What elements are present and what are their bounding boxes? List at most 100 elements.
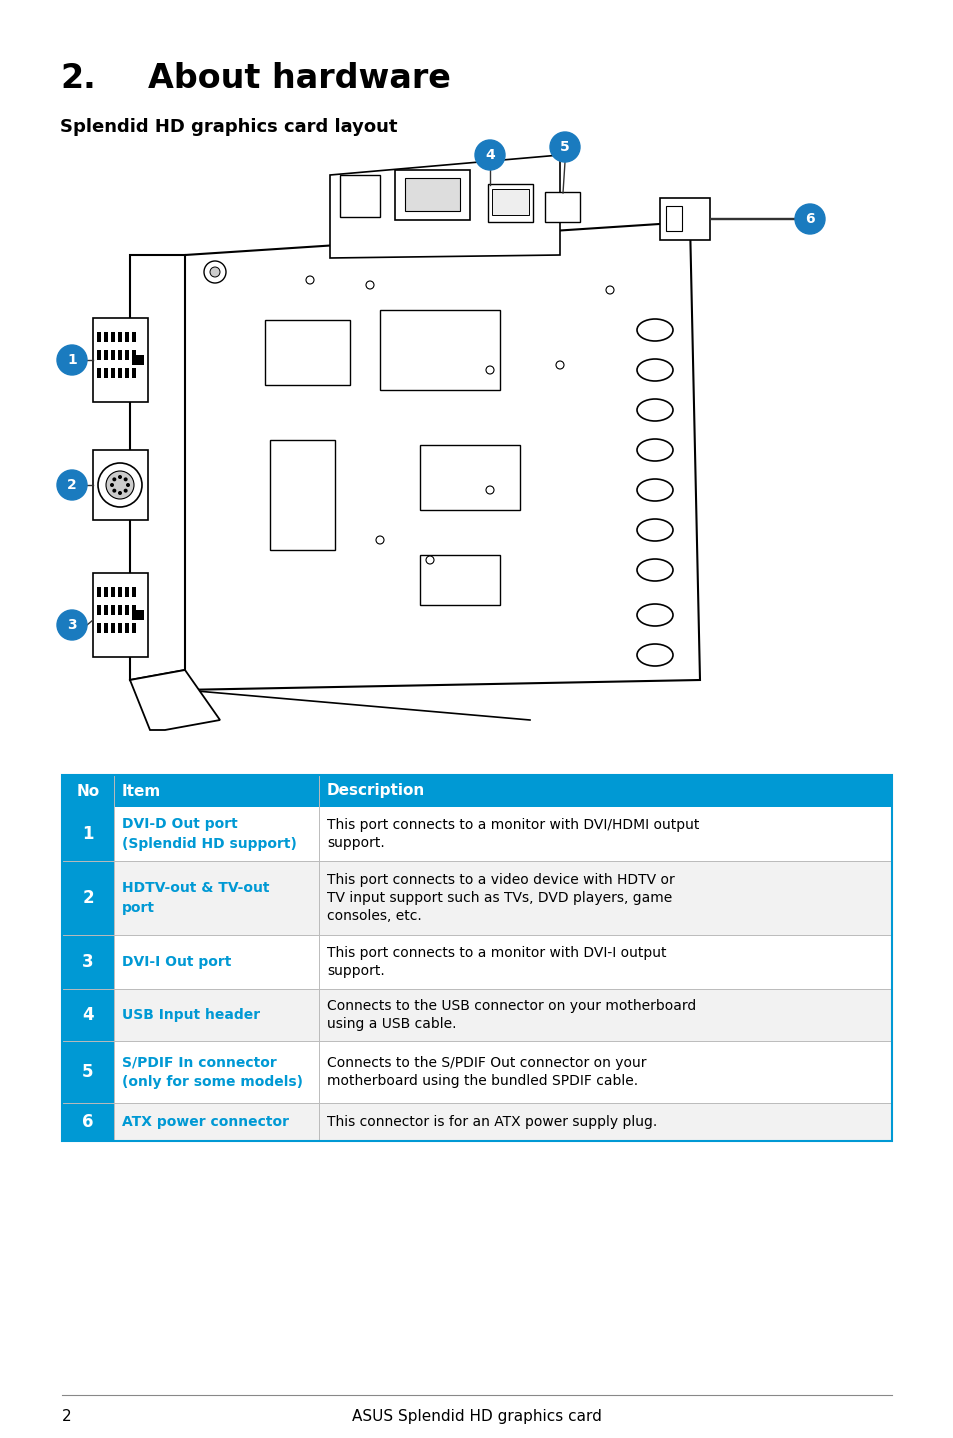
Circle shape — [118, 490, 122, 495]
Bar — [125, 349, 129, 360]
Bar — [125, 605, 129, 615]
Circle shape — [106, 472, 133, 499]
Bar — [97, 623, 101, 633]
Text: 2: 2 — [62, 1409, 71, 1424]
Circle shape — [57, 470, 87, 500]
Bar — [62, 989, 113, 1041]
Text: 3: 3 — [82, 953, 93, 971]
Bar — [104, 332, 108, 342]
Circle shape — [550, 132, 579, 162]
Bar — [132, 349, 136, 360]
Text: 3: 3 — [67, 618, 77, 631]
Bar — [118, 587, 122, 597]
Ellipse shape — [637, 604, 672, 626]
Bar — [62, 1041, 891, 1103]
Circle shape — [485, 367, 494, 374]
Bar — [104, 587, 108, 597]
Bar — [111, 605, 115, 615]
Bar — [97, 332, 101, 342]
Circle shape — [124, 489, 128, 493]
Text: This port connects to a video device with HDTV or
TV input support such as TVs, : This port connects to a video device wit… — [327, 873, 674, 923]
Bar — [419, 444, 519, 510]
Bar — [118, 368, 122, 378]
Text: USB Input header: USB Input header — [122, 1008, 260, 1022]
Text: About hardware: About hardware — [148, 62, 451, 95]
Ellipse shape — [637, 360, 672, 381]
Circle shape — [475, 139, 504, 170]
Bar — [97, 368, 101, 378]
Circle shape — [98, 463, 142, 508]
Polygon shape — [130, 255, 185, 680]
Bar — [659, 198, 709, 240]
Bar — [62, 775, 891, 807]
Bar — [405, 178, 459, 211]
Bar — [665, 206, 681, 232]
Text: DVI-D Out port
(Splendid HD support): DVI-D Out port (Splendid HD support) — [122, 817, 296, 851]
Text: 4: 4 — [82, 1007, 93, 1024]
Text: 4: 4 — [485, 148, 495, 162]
Bar — [62, 1103, 891, 1140]
Bar — [97, 605, 101, 615]
Bar — [111, 587, 115, 597]
Circle shape — [110, 483, 113, 487]
Text: 1: 1 — [82, 825, 93, 843]
Text: 2.: 2. — [60, 62, 95, 95]
Bar — [111, 349, 115, 360]
Bar — [270, 440, 335, 549]
Bar — [118, 332, 122, 342]
Circle shape — [57, 610, 87, 640]
Bar — [111, 332, 115, 342]
Ellipse shape — [637, 644, 672, 666]
Bar — [395, 170, 470, 220]
Bar — [132, 355, 144, 365]
Text: S/PDIF In connector
(only for some models): S/PDIF In connector (only for some model… — [122, 1055, 303, 1089]
Bar — [111, 368, 115, 378]
Circle shape — [556, 361, 563, 370]
Circle shape — [57, 345, 87, 375]
Circle shape — [366, 280, 374, 289]
Bar — [62, 861, 113, 935]
Bar — [92, 318, 148, 403]
Bar — [132, 605, 136, 615]
Text: 1: 1 — [67, 352, 77, 367]
Text: No: No — [76, 784, 99, 798]
Bar — [339, 175, 379, 217]
Text: Connects to the USB connector on your motherboard
using a USB cable.: Connects to the USB connector on your mo… — [327, 999, 696, 1031]
Bar — [92, 572, 148, 657]
Bar — [265, 321, 350, 385]
Bar — [62, 989, 891, 1041]
Circle shape — [204, 262, 226, 283]
Text: Splendid HD graphics card layout: Splendid HD graphics card layout — [60, 118, 397, 137]
Circle shape — [112, 477, 116, 482]
Text: 5: 5 — [559, 139, 569, 154]
Text: Connects to the S/PDIF Out connector on your
motherboard using the bundled SPDIF: Connects to the S/PDIF Out connector on … — [327, 1055, 646, 1089]
Circle shape — [124, 477, 128, 482]
Polygon shape — [330, 155, 559, 257]
Bar — [118, 623, 122, 633]
Text: Description: Description — [327, 784, 425, 798]
Circle shape — [605, 286, 614, 293]
Bar — [488, 184, 533, 221]
Bar — [62, 775, 891, 1140]
Text: This port connects to a monitor with DVI/HDMI output
support.: This port connects to a monitor with DVI… — [327, 818, 699, 850]
Text: Item: Item — [122, 784, 161, 798]
Bar — [492, 188, 529, 216]
Bar — [104, 623, 108, 633]
Bar — [104, 605, 108, 615]
Circle shape — [794, 204, 824, 234]
Circle shape — [485, 486, 494, 495]
Text: 5: 5 — [82, 1063, 93, 1081]
Bar — [62, 935, 113, 989]
Bar — [104, 368, 108, 378]
Polygon shape — [130, 670, 220, 731]
Bar — [125, 332, 129, 342]
Text: 2: 2 — [82, 889, 93, 907]
Circle shape — [118, 475, 122, 479]
Bar — [97, 587, 101, 597]
Bar — [111, 623, 115, 633]
Text: This port connects to a monitor with DVI-I output
support.: This port connects to a monitor with DVI… — [327, 946, 666, 978]
Circle shape — [112, 489, 116, 493]
Ellipse shape — [637, 319, 672, 341]
Bar — [132, 332, 136, 342]
Text: ATX power connector: ATX power connector — [122, 1114, 289, 1129]
